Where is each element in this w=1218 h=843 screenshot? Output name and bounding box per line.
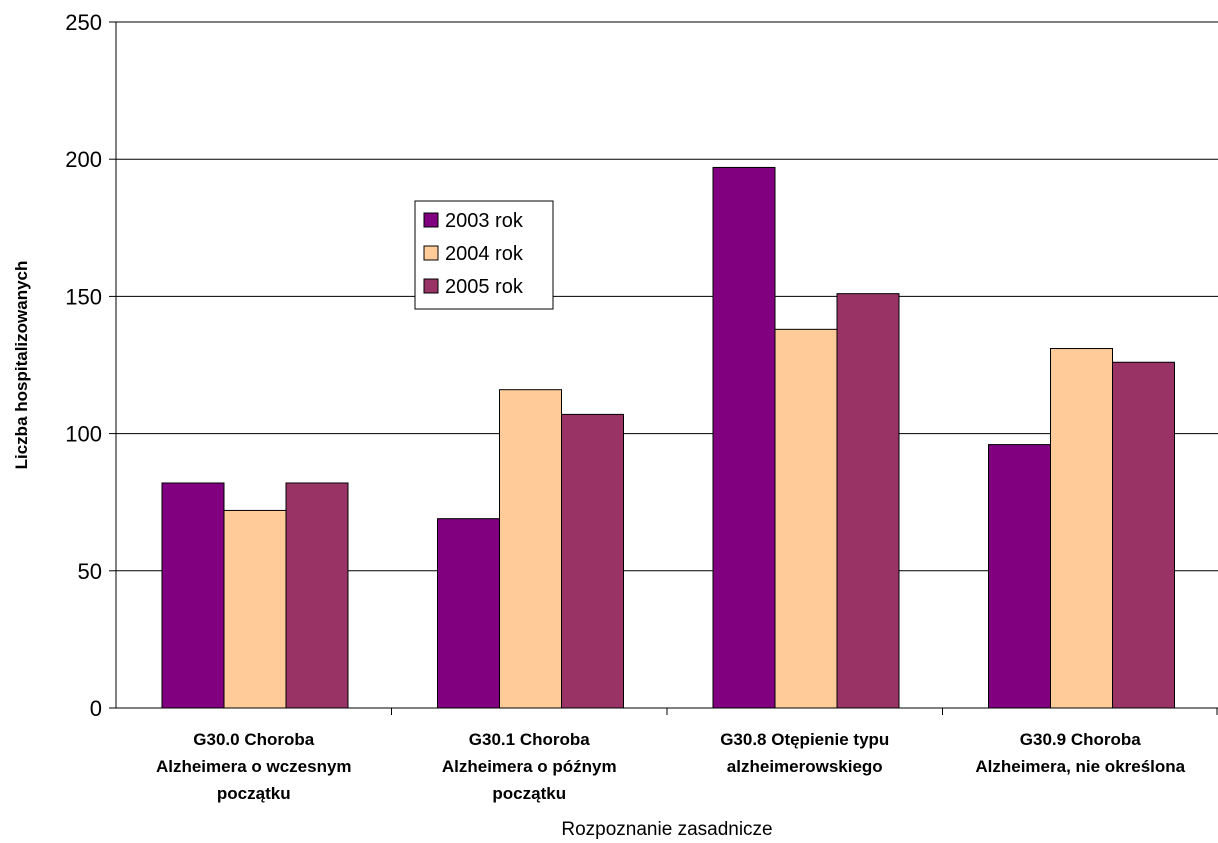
x-axis-title: Rozpoznanie zasadnicze xyxy=(561,819,772,840)
y-tick-label: 0 xyxy=(90,696,102,721)
legend-swatch xyxy=(423,278,439,294)
bar-2004-rok xyxy=(1050,348,1113,709)
legend-swatch xyxy=(423,245,439,261)
legend-label: 2005 rok xyxy=(445,276,524,298)
bar-2005-rok xyxy=(285,482,349,709)
bar-2004-rok xyxy=(223,509,287,709)
bar-2004-rok xyxy=(774,328,838,709)
bar-2003-rok xyxy=(712,166,776,709)
x-category-label: G30.8 Otępienie typu alzheimerowskiego xyxy=(720,730,889,776)
bar-2003-rok xyxy=(988,444,1051,709)
legend-label: 2004 rok xyxy=(445,243,524,265)
x-category-label: G30.1 Choroba Alzheimera o późnym początku xyxy=(442,730,617,803)
y-tick-label: 50 xyxy=(78,559,102,584)
y-tick-label: 100 xyxy=(65,422,102,447)
bar-2003-rok xyxy=(161,482,225,709)
legend-swatch xyxy=(423,212,439,228)
axes xyxy=(109,21,1218,715)
bars xyxy=(161,166,1175,709)
y-tick-labels: 0 50 100 150 200 250 xyxy=(65,10,102,721)
y-tick-label: 200 xyxy=(65,147,102,172)
bar-2005-rok xyxy=(1112,361,1175,709)
bar-2003-rok xyxy=(437,518,500,709)
bar-2005-rok xyxy=(561,413,624,709)
y-tick-label: 250 xyxy=(65,10,102,35)
x-category-label: G30.0 Choroba Alzheimera o wczesnym począt… xyxy=(156,730,352,803)
x-category-labels: G30.0 Choroba Alzheimera o wczesnym począt… xyxy=(156,730,1186,803)
y-axis-title: Liczba hospitalizowanych xyxy=(12,261,31,470)
x-category-label: G30.9 Choroba Alzheimera, nie określona xyxy=(975,730,1185,776)
bar-2005-rok xyxy=(836,293,900,709)
legend-label: 2003 rok xyxy=(445,210,524,232)
legend: 2003 rok 2004 rok 2005 rok xyxy=(414,200,554,310)
y-tick-label: 150 xyxy=(65,284,102,309)
bar-2004-rok xyxy=(499,389,562,709)
